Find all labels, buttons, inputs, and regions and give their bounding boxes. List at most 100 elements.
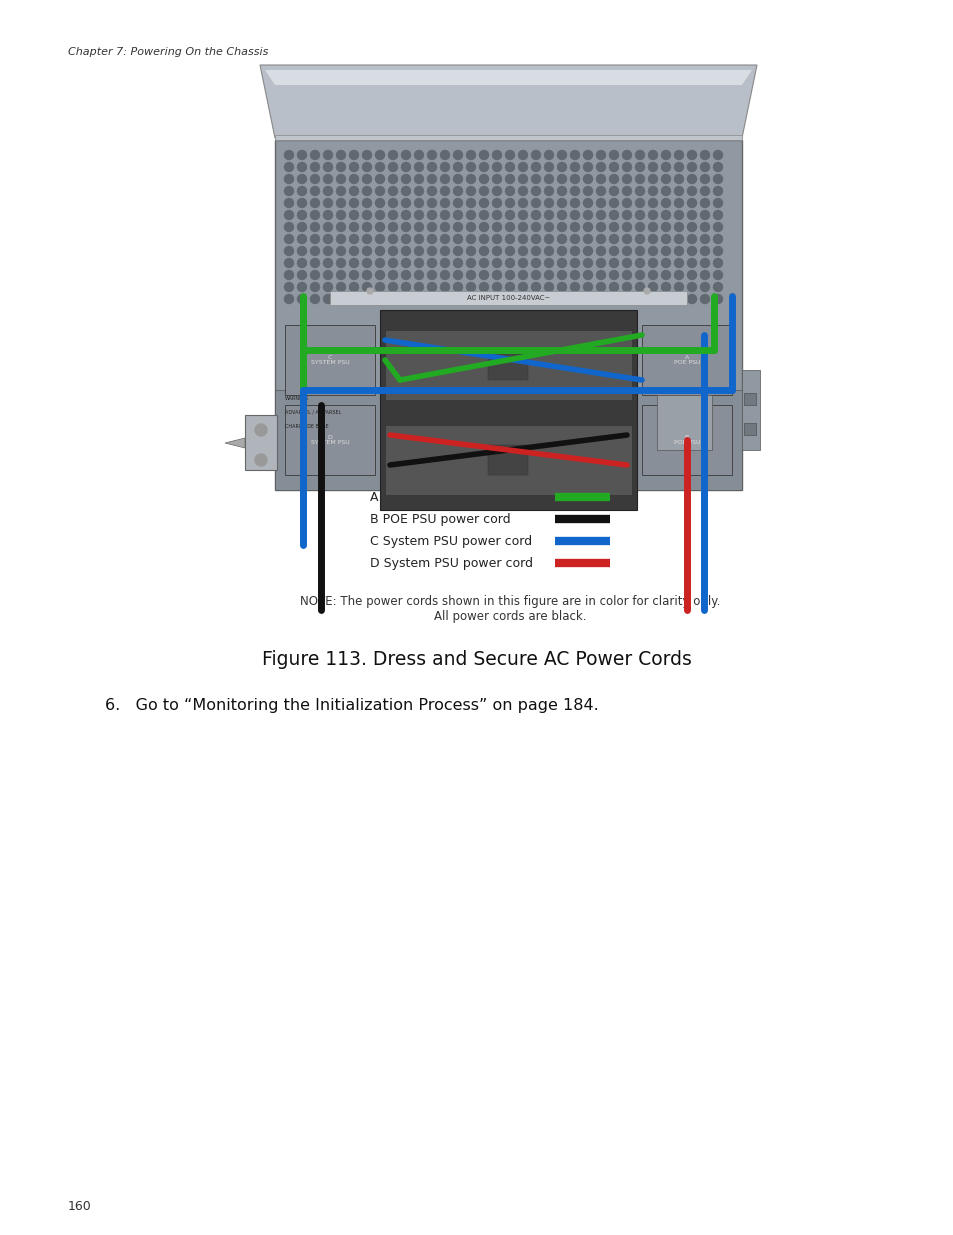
Circle shape	[687, 222, 696, 231]
Circle shape	[557, 235, 566, 243]
Circle shape	[648, 222, 657, 231]
Circle shape	[635, 174, 644, 184]
Circle shape	[531, 283, 540, 291]
Circle shape	[310, 235, 319, 243]
Text: WARNING: WARNING	[285, 396, 309, 401]
Circle shape	[635, 199, 644, 207]
Bar	[641, 405, 731, 475]
Circle shape	[297, 294, 306, 304]
Circle shape	[505, 235, 514, 243]
Circle shape	[284, 258, 294, 268]
Circle shape	[297, 283, 306, 291]
Circle shape	[518, 163, 527, 172]
Text: 160: 160	[68, 1200, 91, 1213]
Circle shape	[401, 270, 410, 279]
Circle shape	[440, 186, 449, 195]
Circle shape	[609, 247, 618, 256]
Circle shape	[466, 270, 475, 279]
Circle shape	[518, 199, 527, 207]
Circle shape	[297, 222, 306, 231]
Circle shape	[427, 151, 436, 159]
Circle shape	[700, 174, 709, 184]
Circle shape	[254, 454, 267, 466]
Circle shape	[375, 270, 384, 279]
Circle shape	[284, 294, 294, 304]
Circle shape	[388, 151, 397, 159]
Circle shape	[583, 210, 592, 220]
Circle shape	[362, 151, 371, 159]
Circle shape	[635, 222, 644, 231]
Circle shape	[660, 258, 670, 268]
Circle shape	[505, 174, 514, 184]
Circle shape	[388, 270, 397, 279]
Circle shape	[583, 235, 592, 243]
Circle shape	[414, 294, 423, 304]
Circle shape	[388, 235, 397, 243]
Circle shape	[323, 294, 333, 304]
Circle shape	[570, 151, 578, 159]
Circle shape	[453, 247, 462, 256]
Circle shape	[622, 283, 631, 291]
Circle shape	[401, 186, 410, 195]
Text: Figure 113. Dress and Secure AC Power Cords: Figure 113. Dress and Secure AC Power Co…	[262, 650, 691, 669]
Circle shape	[310, 174, 319, 184]
Circle shape	[336, 163, 345, 172]
Circle shape	[375, 222, 384, 231]
Circle shape	[492, 186, 501, 195]
Circle shape	[440, 283, 449, 291]
Circle shape	[570, 258, 578, 268]
Circle shape	[687, 294, 696, 304]
Circle shape	[440, 210, 449, 220]
Circle shape	[674, 151, 682, 159]
Circle shape	[479, 151, 488, 159]
Text: A
POE PSU: A POE PSU	[673, 354, 700, 366]
Circle shape	[544, 258, 553, 268]
Circle shape	[414, 186, 423, 195]
Circle shape	[479, 247, 488, 256]
Circle shape	[557, 247, 566, 256]
Circle shape	[401, 247, 410, 256]
Circle shape	[622, 270, 631, 279]
Bar	[285, 325, 375, 395]
Circle shape	[713, 174, 721, 184]
Circle shape	[401, 174, 410, 184]
Bar	[274, 390, 741, 490]
Circle shape	[479, 222, 488, 231]
Circle shape	[544, 174, 553, 184]
Circle shape	[310, 222, 319, 231]
Circle shape	[570, 235, 578, 243]
Circle shape	[622, 258, 631, 268]
Circle shape	[375, 235, 384, 243]
Circle shape	[544, 163, 553, 172]
Circle shape	[596, 163, 605, 172]
Text: AC INPUT 100-240VAC~: AC INPUT 100-240VAC~	[466, 295, 550, 301]
Circle shape	[284, 222, 294, 231]
Circle shape	[254, 424, 267, 436]
Circle shape	[570, 222, 578, 231]
Circle shape	[466, 163, 475, 172]
Circle shape	[596, 247, 605, 256]
Circle shape	[531, 210, 540, 220]
Circle shape	[544, 210, 553, 220]
Circle shape	[674, 199, 682, 207]
Circle shape	[401, 163, 410, 172]
Circle shape	[375, 151, 384, 159]
Circle shape	[700, 210, 709, 220]
Circle shape	[660, 151, 670, 159]
Circle shape	[440, 163, 449, 172]
Circle shape	[336, 199, 345, 207]
Circle shape	[531, 247, 540, 256]
Circle shape	[713, 222, 721, 231]
Circle shape	[596, 210, 605, 220]
Circle shape	[583, 294, 592, 304]
Circle shape	[479, 174, 488, 184]
Circle shape	[453, 294, 462, 304]
Circle shape	[349, 163, 358, 172]
Circle shape	[505, 210, 514, 220]
Text: C
SYSTEM PSU: C SYSTEM PSU	[311, 354, 349, 366]
Circle shape	[713, 151, 721, 159]
Circle shape	[453, 186, 462, 195]
Circle shape	[505, 283, 514, 291]
Circle shape	[687, 163, 696, 172]
Circle shape	[453, 210, 462, 220]
